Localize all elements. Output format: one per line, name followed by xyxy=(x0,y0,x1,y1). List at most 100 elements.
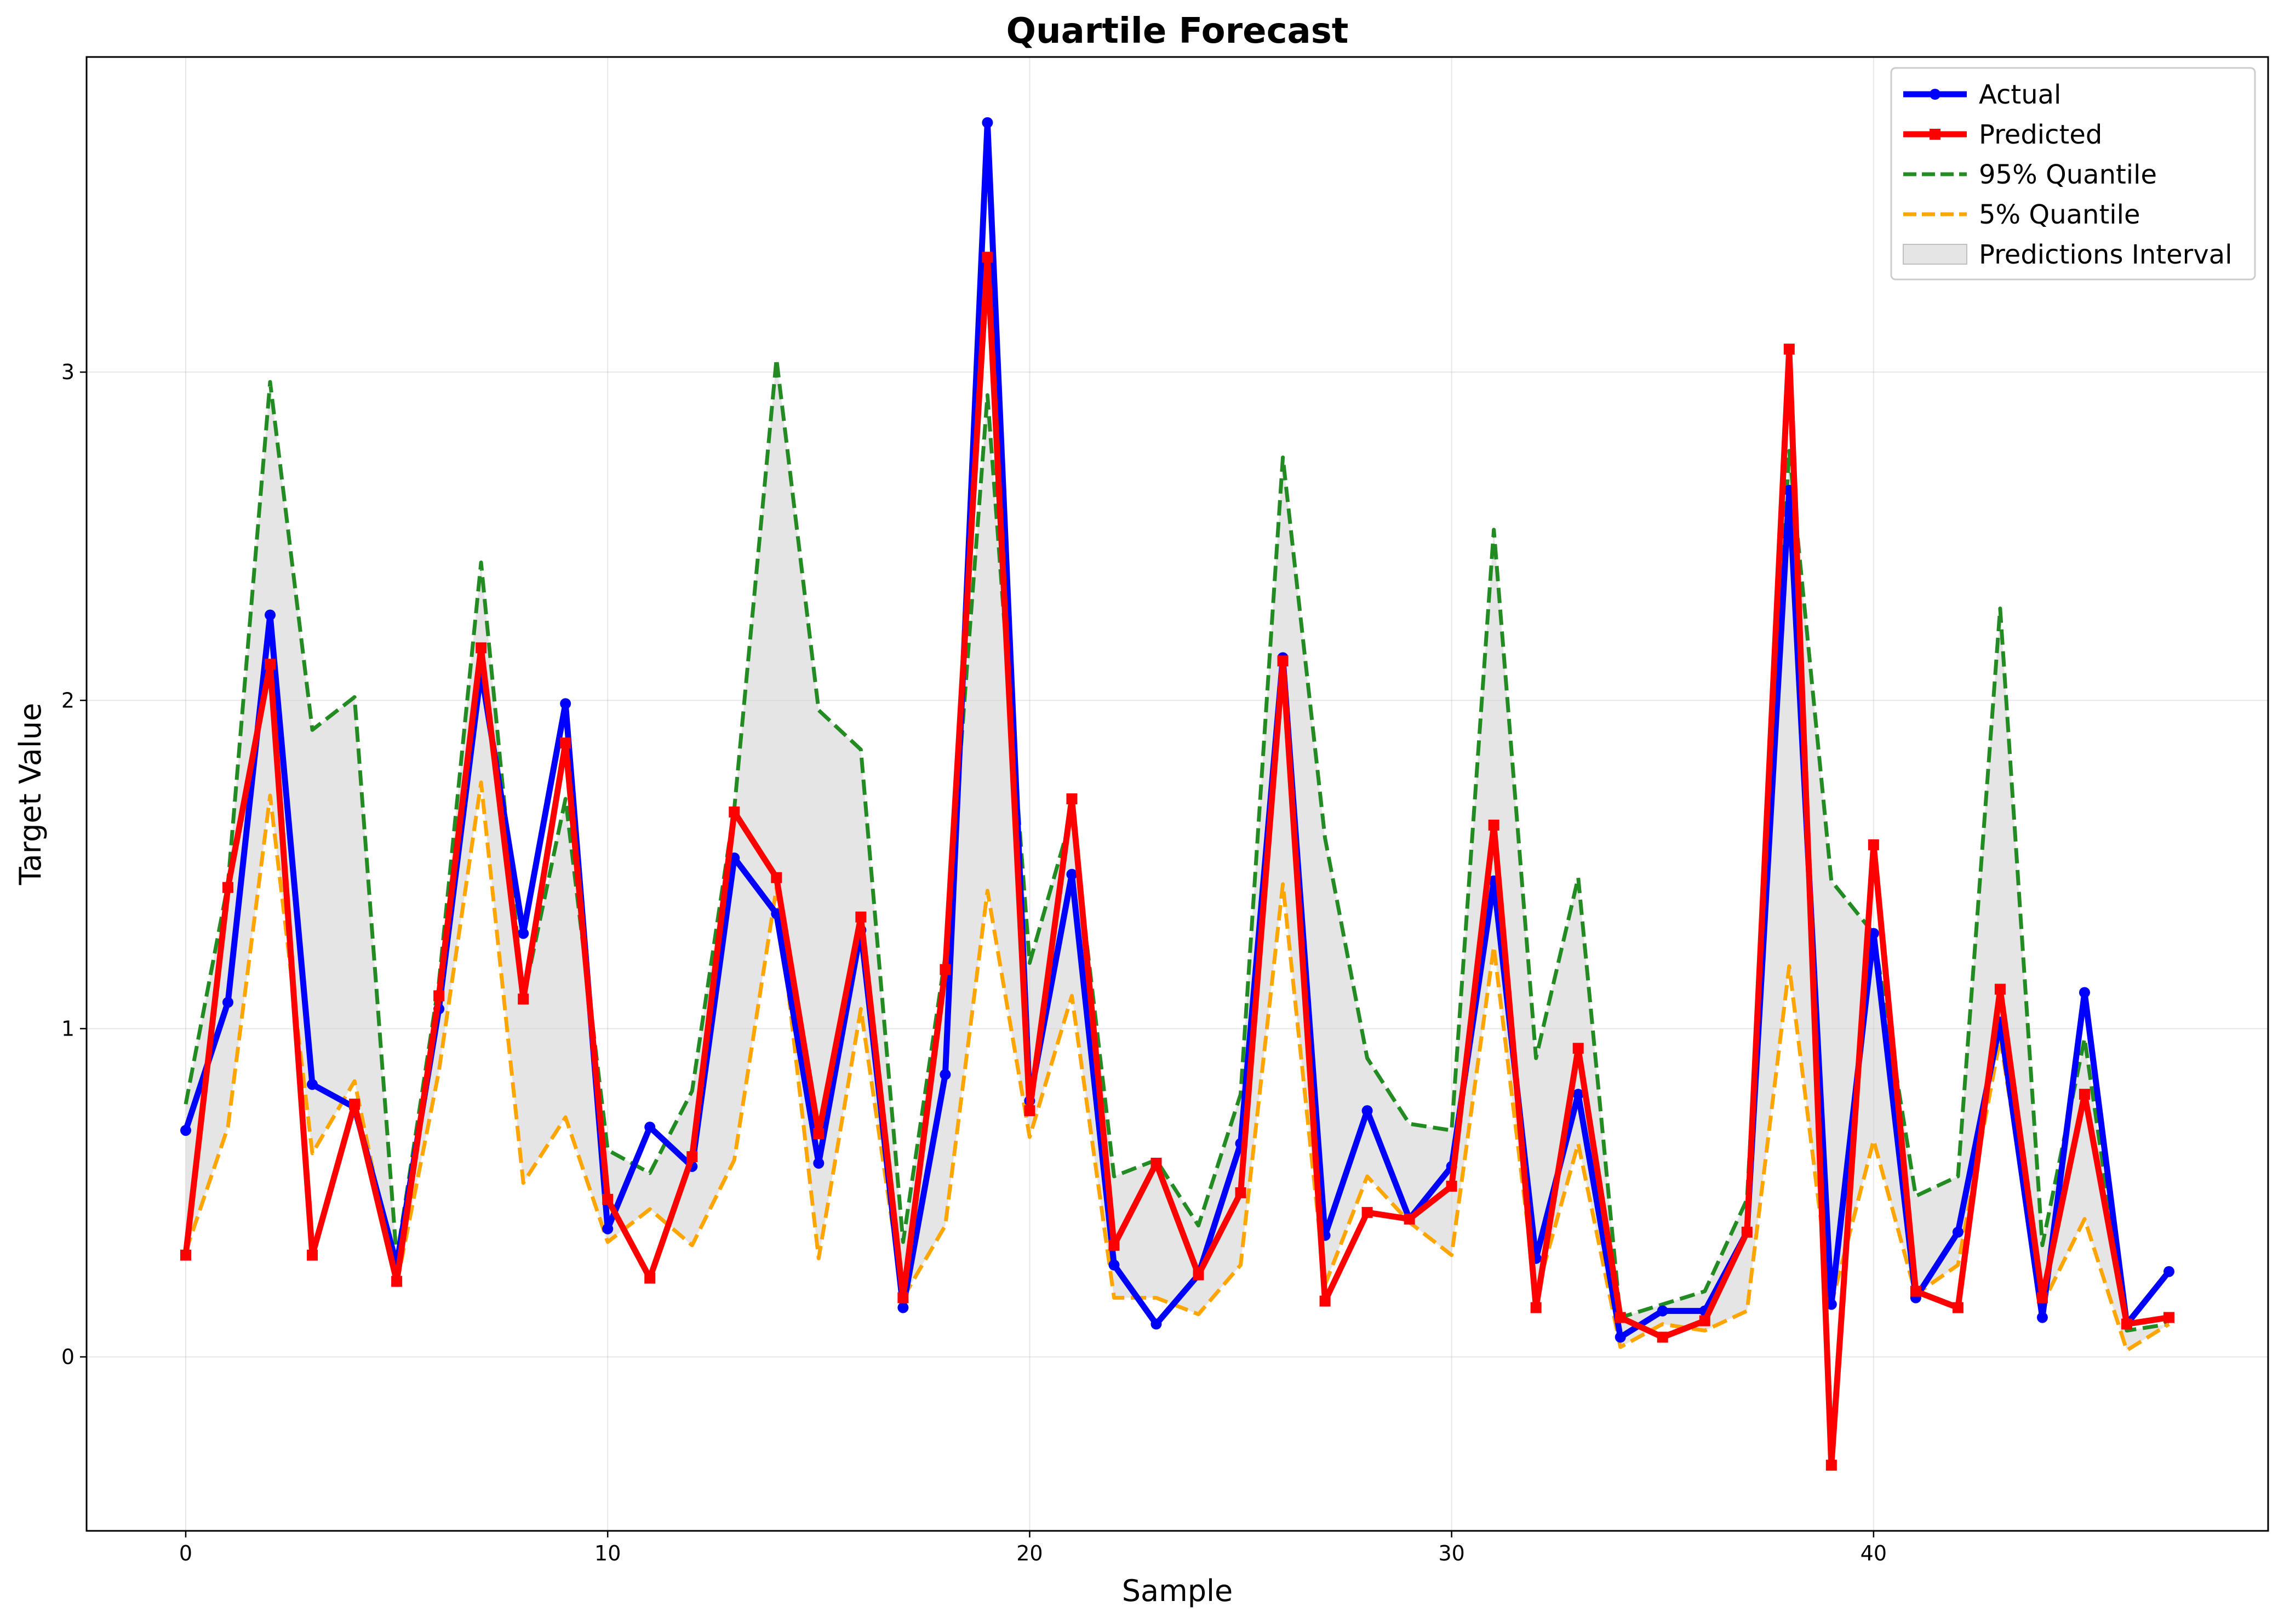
x-tick-label: 40 xyxy=(1861,1541,1887,1565)
y-tick-label: 3 xyxy=(61,360,75,384)
data-point-predicted xyxy=(1277,655,1289,667)
data-point-predicted xyxy=(476,642,487,654)
x-tick-label: 0 xyxy=(179,1541,192,1565)
data-point-actual xyxy=(940,1069,951,1080)
data-point-actual xyxy=(982,117,993,128)
data-point-predicted xyxy=(2163,1312,2174,1323)
data-point-predicted xyxy=(1572,1043,1584,1054)
x-axis-label: Sample xyxy=(1122,1574,1233,1608)
data-point-predicted xyxy=(1193,1269,1204,1280)
data-point-predicted xyxy=(1108,1239,1120,1251)
data-point-actual xyxy=(307,1079,318,1090)
data-point-predicted xyxy=(602,1193,614,1205)
data-point-predicted xyxy=(1657,1331,1668,1343)
legend-item-95pct-quantile: 95% Quantile xyxy=(1903,159,2157,190)
data-point-predicted xyxy=(1741,1226,1753,1238)
series-line-actual xyxy=(182,119,2172,1340)
data-point-predicted xyxy=(2079,1089,2090,1100)
data-point-predicted xyxy=(1319,1295,1331,1307)
data-point-actual xyxy=(1657,1305,1668,1317)
legend-marker xyxy=(1930,89,1940,100)
data-point-actual xyxy=(222,997,234,1008)
data-point-predicted xyxy=(1530,1302,1542,1313)
legend-item-5pct-quantile: 5% Quantile xyxy=(1903,199,2140,230)
data-point-predicted xyxy=(180,1249,191,1261)
data-point-predicted xyxy=(265,659,276,670)
data-point-predicted xyxy=(1235,1187,1246,1198)
data-point-predicted xyxy=(2036,1292,2048,1303)
legend: Actual Predicted 95% Quantile 5% Quantile Pr… xyxy=(1890,67,2256,281)
y-tick-label: 2 xyxy=(61,688,75,712)
legend-label: 95% Quantile xyxy=(1979,159,2157,190)
legend-label: Actual xyxy=(1979,79,2061,110)
y-tick-label: 0 xyxy=(61,1345,75,1369)
data-point-predicted xyxy=(391,1276,403,1287)
data-point-actual xyxy=(1066,868,1078,880)
data-point-actual xyxy=(602,1223,614,1234)
data-point-actual xyxy=(2079,987,2090,998)
data-point-actual xyxy=(1952,1226,1964,1238)
legend-item-predictions-interval: Predictions Interval xyxy=(1903,239,2233,270)
data-point-actual xyxy=(2036,1312,2048,1323)
grid-lines xyxy=(87,57,2268,1531)
plot-area-frame xyxy=(85,56,2269,1532)
data-point-predicted xyxy=(2121,1318,2132,1330)
data-point-predicted xyxy=(1150,1157,1162,1169)
x-axis-ticks: 0 10 20 30 40 xyxy=(179,1531,1887,1565)
chart-title: Quartile Forecast xyxy=(1006,11,1349,52)
legend-label: Predicted xyxy=(1979,119,2102,150)
data-point-predicted xyxy=(1615,1312,1626,1323)
data-point-actual xyxy=(2163,1266,2174,1277)
series-5pct-quantile xyxy=(184,780,2170,1352)
data-point-predicted xyxy=(982,251,993,263)
data-point-predicted xyxy=(897,1292,909,1303)
data-point-predicted xyxy=(1825,1460,1837,1471)
series-line-predicted xyxy=(182,254,2169,1468)
series-predicted xyxy=(180,251,2174,1471)
data-point-predicted xyxy=(1361,1206,1373,1218)
legend-marker xyxy=(1930,129,1940,140)
data-point-predicted xyxy=(940,964,951,975)
data-point-actual xyxy=(265,609,276,621)
data-point-actual xyxy=(644,1122,656,1133)
y-axis-ticks: 0 1 2 3 xyxy=(61,360,87,1369)
data-point-predicted xyxy=(1024,1105,1035,1117)
prediction-interval-layer xyxy=(186,359,2169,1351)
data-point-predicted xyxy=(307,1249,318,1261)
data-point-predicted xyxy=(518,993,529,1005)
data-point-predicted xyxy=(771,872,782,883)
data-point-actual xyxy=(1615,1331,1626,1343)
data-point-predicted xyxy=(1488,819,1499,831)
data-point-actual xyxy=(1108,1259,1120,1271)
data-point-predicted xyxy=(1910,1285,1921,1297)
x-tick-label: 20 xyxy=(1016,1541,1043,1565)
data-point-actual xyxy=(897,1302,909,1313)
data-point-predicted xyxy=(222,882,234,893)
legend-item-actual: Actual xyxy=(1903,79,2061,110)
data-point-predicted xyxy=(1404,1213,1415,1225)
data-point-predicted xyxy=(813,1128,825,1140)
x-tick-label: 10 xyxy=(594,1541,621,1565)
data-point-predicted xyxy=(1952,1302,1964,1313)
data-point-predicted xyxy=(1783,344,1795,355)
data-point-predicted xyxy=(1446,1180,1457,1192)
data-point-actual xyxy=(1150,1318,1162,1330)
data-point-predicted xyxy=(560,737,571,749)
data-point-predicted xyxy=(433,990,445,1002)
data-point-actual xyxy=(1361,1105,1373,1117)
data-point-predicted xyxy=(729,806,740,817)
series-line-5pct-quantile xyxy=(184,780,2170,1352)
legend-frame xyxy=(1890,67,2256,281)
data-point-actual xyxy=(1572,1089,1584,1100)
data-point-actual xyxy=(180,1125,191,1136)
y-tick-label: 1 xyxy=(61,1016,75,1040)
series-layer xyxy=(180,117,2174,1471)
data-point-actual xyxy=(518,928,529,939)
data-point-predicted xyxy=(1868,839,1879,850)
data-point-actual xyxy=(560,698,571,710)
prediction-interval-band xyxy=(186,359,2169,1351)
data-point-predicted xyxy=(1994,983,2006,995)
data-point-predicted xyxy=(1699,1315,1710,1326)
legend-label: Predictions Interval xyxy=(1979,239,2233,270)
